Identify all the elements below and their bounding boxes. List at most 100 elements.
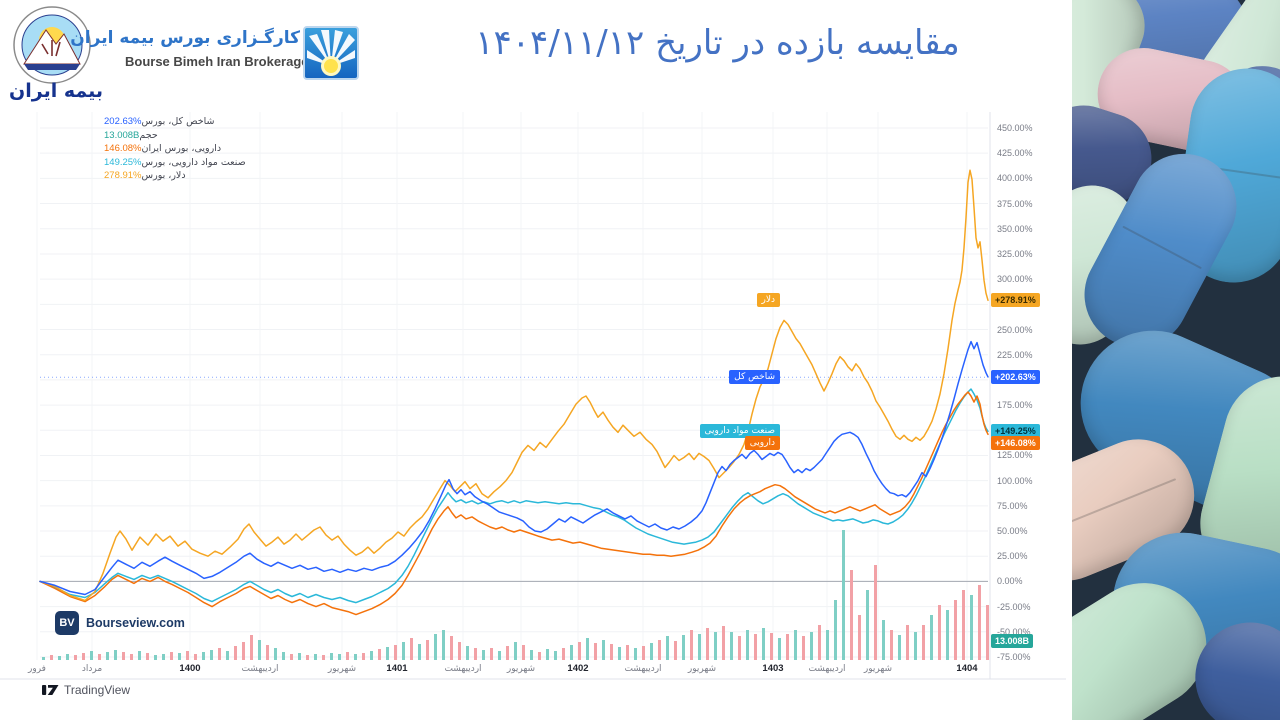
volume-bar (930, 615, 933, 660)
volume-bar (370, 651, 373, 660)
volume-bar (434, 634, 437, 660)
volume-bar (794, 630, 797, 660)
volume-bar (778, 638, 781, 660)
volume-bar (378, 649, 381, 660)
volume-bar (426, 640, 429, 660)
volume-bar (738, 636, 741, 660)
x-axis-label: اردیبهشت (808, 663, 846, 673)
volume-bar (170, 652, 173, 660)
brokerage-sun-icon (303, 26, 359, 80)
volume-bar (730, 632, 733, 660)
volume-bar (266, 645, 269, 660)
volume-bar (626, 645, 629, 660)
volume-bar (234, 646, 237, 660)
volume-bar (802, 636, 805, 660)
volume-bar (498, 651, 501, 660)
legend-series-name: حجم (139, 129, 161, 141)
x-axis-label: 1401 (386, 663, 408, 674)
price-badge: +146.08% (991, 436, 1040, 451)
volume-bar (466, 646, 469, 660)
volume-bar (458, 642, 461, 660)
bourseview-watermark[interactable]: BV Bourseview.com (55, 610, 185, 636)
volume-bar (346, 652, 349, 660)
volume-bar (834, 600, 837, 660)
volume-bar (562, 648, 565, 660)
price-badge: +202.63% (991, 370, 1040, 385)
volume-bar (194, 654, 197, 660)
y-axis-label: 250.00% (997, 324, 1033, 335)
volume-bar (474, 648, 477, 660)
volume-bar (570, 645, 573, 660)
volume-bar (962, 590, 965, 660)
volume-bar (130, 654, 133, 660)
volume-bar (610, 644, 613, 660)
y-axis-label: 325.00% (997, 248, 1033, 259)
volume-bar (122, 652, 125, 660)
volume-bar (634, 648, 637, 660)
y-axis-label: -50.00% (997, 626, 1031, 637)
volume-bar (514, 642, 517, 660)
y-axis-label: 25.00% (997, 551, 1028, 562)
y-axis-label: 50.00% (997, 526, 1028, 537)
volume-bar (986, 605, 989, 660)
series-line-دلار (39, 169, 989, 602)
volume-bar (330, 653, 333, 660)
y-axis-label: 450.00% (997, 122, 1033, 133)
x-axis-label: مرداد (81, 663, 103, 673)
volume-bar (810, 632, 813, 660)
volume-bar (162, 654, 165, 660)
volume-bar (818, 625, 821, 660)
volume-bar (482, 650, 485, 660)
y-axis-label: 75.00% (997, 500, 1028, 511)
volume-bar (874, 565, 877, 660)
pill-score-line (1072, 478, 1176, 540)
y-axis-label: 0.00% (997, 576, 1023, 587)
bourseview-label: Bourseview.com (86, 616, 185, 630)
volume-bar (722, 626, 725, 660)
volume-bar (154, 655, 157, 660)
series-line-شاخص کل (39, 340, 989, 596)
volume-bar (642, 646, 645, 660)
volume-bar (202, 652, 205, 660)
y-axis-label: -25.00% (997, 601, 1031, 612)
brokerage-brand: کارگـزاری بورس بیمه ایران Bourse Bimeh I… (70, 28, 333, 69)
page-title: مقایسه بازده در تاریخ ۱۴۰۴/۱۱/۱۲ (475, 23, 960, 63)
x-axis-label: 1402 (567, 663, 589, 674)
tradingview-attribution[interactable]: TradingView (42, 683, 130, 697)
volume-bar (754, 634, 757, 660)
volume-bar (250, 635, 253, 660)
y-axis-label: 375.00% (997, 198, 1033, 209)
volume-bar (338, 654, 341, 660)
x-axis-label: شهریور (687, 663, 717, 673)
legend-row: 202.63% شاخص کل، بورس (104, 116, 249, 130)
series-name-badge: شاخص کل (729, 370, 780, 385)
returns-comparison-chart: 202.63% شاخص کل، بورس 13.008B حجم 146.08% … (0, 112, 1066, 697)
volume-bar (650, 643, 653, 660)
volume-bar (906, 625, 909, 660)
volume-bar (210, 650, 213, 660)
volume-bar (42, 657, 45, 660)
volume-bar (530, 650, 533, 660)
x-axis-label: شهریور (506, 663, 536, 673)
legend-value: 13.008B (104, 129, 140, 141)
volume-bar (850, 570, 853, 660)
volume-bar (858, 615, 861, 660)
y-axis-label: 225.00% (997, 349, 1033, 360)
bourseview-icon: BV (55, 611, 79, 635)
volume-bar (66, 654, 69, 660)
legend-series-name: دارویی، بورس ایران (141, 143, 225, 154)
volume-bar (506, 646, 509, 660)
volume-bar (490, 648, 493, 660)
x-axis-label: 1400 (179, 663, 201, 674)
volume-bar (746, 630, 749, 660)
legend-series-name: صنعت مواد دارویی، بورس (141, 156, 249, 168)
volume-bar (138, 651, 141, 660)
y-axis-label: 100.00% (997, 475, 1033, 486)
volume-bar (522, 645, 525, 660)
volume-bar (362, 653, 365, 660)
volume-bar (442, 630, 445, 660)
x-axis-label: 1404 (956, 663, 978, 674)
x-axis-label: 1403 (762, 663, 784, 674)
volume-bar (682, 635, 685, 660)
legend-series-name: شاخص کل، بورس (141, 116, 218, 127)
